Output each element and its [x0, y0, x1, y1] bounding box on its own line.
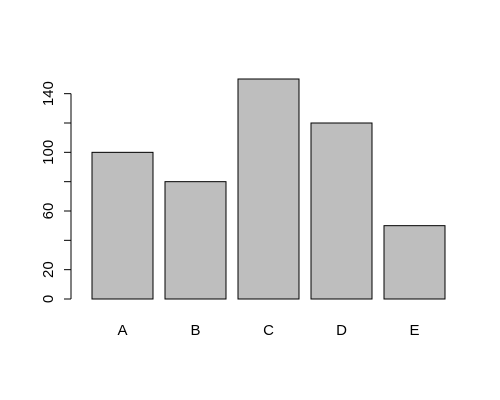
y-tick-label: 140 [40, 81, 57, 106]
x-tick-label: B [190, 322, 200, 339]
x-tick-label: A [117, 322, 127, 339]
bar [164, 181, 227, 300]
y-tick-label: 100 [40, 140, 57, 165]
bar [91, 151, 154, 300]
bar [237, 78, 300, 300]
x-tick-label: C [263, 322, 274, 339]
bar [310, 122, 373, 300]
bar [383, 225, 446, 300]
x-tick-label: D [336, 322, 347, 339]
y-tick-label: 60 [40, 203, 57, 220]
y-tick-label: 20 [40, 261, 57, 278]
x-tick-label: E [409, 322, 419, 339]
y-tick-label: 0 [40, 295, 57, 303]
